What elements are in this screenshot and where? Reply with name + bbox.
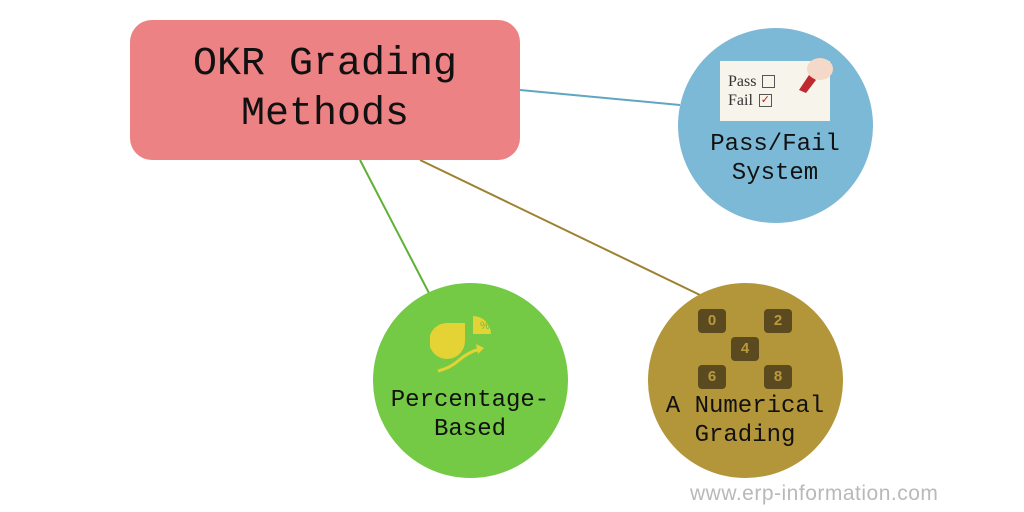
digit-tile: 4 [731,337,759,361]
central-topic-text: OKR GradingMethods [193,40,457,140]
node-percentage-label: Percentage-Based [391,387,549,445]
diagram-canvas: OKR GradingMethods Pass Fail✓ Pass/FailS… [0,0,1024,512]
node-percentage: % Percentage-Based [373,283,568,478]
node-numerical: 0 2 4 6 8 A NumericalGrading [648,283,843,478]
node-pass-fail: Pass Fail✓ Pass/FailSystem [678,28,873,223]
watermark-text: www.erp-information.com [690,482,938,506]
pass-label: Pass [728,72,756,91]
numerical-icon: 0 2 4 6 8 [695,309,795,389]
digit-tile: 0 [698,309,726,333]
digit-tile: 2 [764,309,792,333]
node-pass-fail-label: Pass/FailSystem [710,131,840,189]
fail-label: Fail [728,91,753,110]
percentage-icon: % [430,316,510,381]
node-numerical-label: A NumericalGrading [666,393,824,451]
pass-fail-icon: Pass Fail✓ [720,61,830,121]
central-topic-box: OKR GradingMethods [130,20,520,160]
pen-hand-icon [794,55,834,95]
digit-tile: 8 [764,365,792,389]
svg-text:%: % [480,320,490,332]
digit-tile: 6 [698,365,726,389]
